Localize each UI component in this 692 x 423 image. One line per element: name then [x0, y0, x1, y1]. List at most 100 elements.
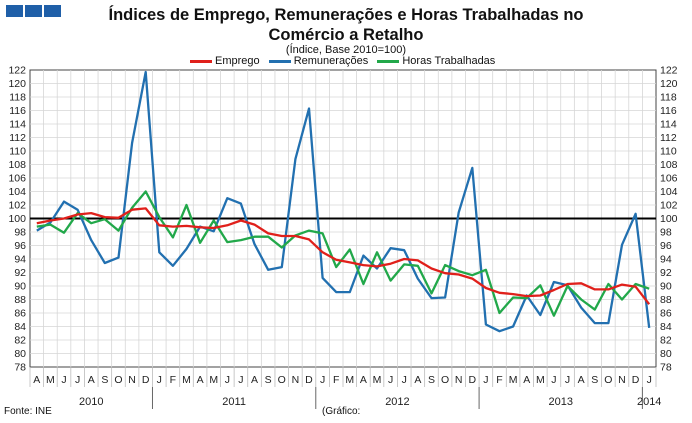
x-tick-label: M	[182, 374, 191, 386]
y-tick-label-left: 104	[8, 186, 26, 198]
y-tick-label-left: 102	[8, 200, 26, 212]
x-tick-label: M	[373, 374, 382, 386]
x-tick-label: D	[632, 374, 640, 386]
logo	[6, 4, 63, 22]
x-tick-label: M	[536, 374, 545, 386]
y-tick-label-left: 120	[8, 78, 26, 90]
y-tick-label-right: 80	[660, 348, 672, 360]
legend-item-remuneracoes: Remunerações	[268, 55, 368, 67]
y-tick-label-left: 90	[14, 281, 26, 293]
chart-subtitle: (Índice, Base 2010=100)	[285, 44, 407, 56]
chart-note: (Gráfico:	[322, 406, 361, 417]
y-tick-label-right: 96	[660, 240, 672, 252]
y-tick-label-left: 118	[9, 92, 26, 104]
x-tick-label: M	[345, 374, 354, 386]
y-tick-label-left: 82	[14, 335, 26, 347]
x-tick-label: F	[333, 374, 339, 386]
year-label: 2010	[79, 396, 103, 408]
x-tick-label: N	[292, 374, 300, 386]
y-tick-label-left: 92	[14, 267, 26, 279]
y-tick-label-left: 110	[9, 146, 26, 158]
year-label: 2013	[548, 396, 572, 408]
y-tick-label-right: 104	[660, 186, 678, 198]
y-tick-label-right: 102	[660, 200, 678, 212]
y-tick-label-right: 112	[660, 132, 677, 144]
x-tick-label: D	[305, 374, 313, 386]
legend-swatch-emprego	[190, 59, 212, 63]
x-tick-label: A	[523, 374, 530, 386]
legend-item-horas: Horas Trabalhadas	[377, 55, 495, 67]
x-tick-label: J	[75, 374, 80, 386]
x-tick-label: A	[360, 374, 367, 386]
x-tick-label: J	[647, 374, 652, 386]
x-tick-label: M	[46, 374, 55, 386]
y-tick-label-left: 116	[9, 105, 26, 117]
x-tick-label: O	[278, 374, 286, 386]
x-tick-label: A	[251, 374, 258, 386]
x-tick-label: J	[238, 374, 243, 386]
x-tick-label: J	[402, 374, 407, 386]
y-tick-label-left: 86	[14, 308, 26, 320]
logo-square	[6, 5, 23, 17]
x-tick-label: J	[565, 374, 570, 386]
y-tick-label-left: 78	[14, 362, 26, 374]
y-tick-label-right: 84	[660, 321, 672, 333]
y-tick-label-right: 116	[660, 105, 677, 117]
x-tick-label: D	[142, 374, 150, 386]
series-line-horas-trabalhadas	[36, 190, 650, 317]
y-tick-label-right: 100	[660, 213, 678, 225]
source-note: Fonte: INE	[4, 406, 52, 417]
x-tick-label: M	[209, 374, 218, 386]
legend-swatch-remuneracoes	[268, 59, 291, 63]
y-tick-label-left: 112	[9, 132, 26, 144]
x-tick-label: D	[468, 374, 476, 386]
y-tick-label-right: 120	[660, 78, 678, 90]
y-tick-label-right: 106	[660, 173, 678, 185]
year-label: 2014	[637, 396, 661, 408]
chart-title-line1: Índices de Emprego, Remunerações e Horas…	[108, 6, 584, 24]
y-tick-label-right: 118	[660, 92, 677, 104]
y-tick-label-left: 100	[8, 213, 26, 225]
legend-item-emprego: Emprego	[190, 55, 260, 67]
year-label: 2012	[385, 396, 409, 408]
x-tick-label: N	[618, 374, 626, 386]
x-tick-label: J	[483, 374, 488, 386]
y-tick-label-left: 84	[14, 321, 26, 333]
x-tick-label: J	[320, 374, 325, 386]
x-tick-label: N	[128, 374, 136, 386]
x-tick-label: J	[157, 374, 162, 386]
x-tick-label: S	[591, 374, 598, 386]
y-tick-label-right: 98	[660, 227, 672, 239]
y-tick-label-right: 82	[660, 335, 672, 347]
x-tick-label: F	[496, 374, 502, 386]
y-tick-label-left: 106	[8, 173, 26, 185]
x-tick-label: J	[388, 374, 393, 386]
legend-label-emprego: Emprego	[215, 55, 260, 67]
year-label: 2011	[222, 396, 246, 408]
x-tick-label: S	[428, 374, 435, 386]
y-tick-label-right: 94	[660, 254, 672, 266]
y-tick-label-right: 90	[660, 281, 672, 293]
y-tick-label-right: 86	[660, 308, 672, 320]
y-tick-label-left: 96	[14, 240, 26, 252]
x-tick-label: A	[414, 374, 421, 386]
x-tick-label: J	[225, 374, 230, 386]
x-tick-label: N	[455, 374, 463, 386]
y-tick-label-left: 114	[9, 119, 26, 131]
chart-title-line2: Comércio a Retalho	[268, 26, 424, 44]
legend-swatch-horas	[377, 59, 400, 63]
y-tick-label-right: 92	[660, 267, 672, 279]
x-tick-label: A	[578, 374, 585, 386]
x-tick-label: S	[101, 374, 108, 386]
y-tick-label-left: 88	[14, 294, 26, 306]
x-tick-label: S	[265, 374, 272, 386]
x-tick-label: J	[551, 374, 556, 386]
y-tick-label-right: 78	[660, 362, 672, 374]
series-line-emprego	[36, 207, 651, 305]
chart-title: Índices de Emprego, Remunerações e Horas…	[0, 5, 692, 45]
x-tick-label: O	[441, 374, 449, 386]
x-tick-label: M	[509, 374, 518, 386]
logo-square	[44, 5, 61, 17]
x-tick-label: A	[88, 374, 95, 386]
